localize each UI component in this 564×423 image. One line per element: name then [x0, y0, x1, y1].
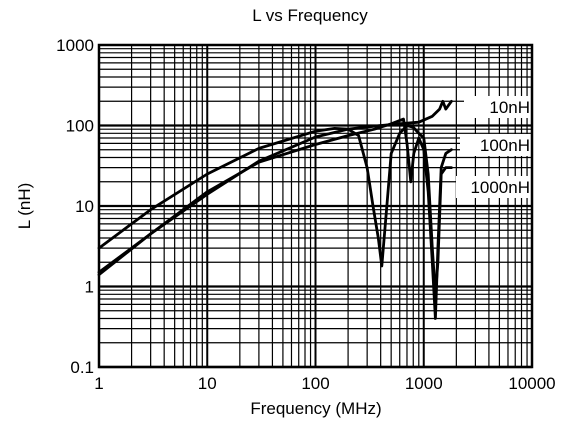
x-tick-label: 10000 [508, 374, 555, 393]
grid [98, 45, 532, 369]
series-label-100nh: 100nH [480, 136, 530, 155]
y-tick-label: 1 [85, 278, 94, 297]
series-labels: 10nH 100nH 1000nH [456, 96, 534, 198]
series-layer [97, 99, 453, 320]
y-tick-label: 1000 [56, 36, 94, 55]
x-tick-label: 1000 [405, 374, 443, 393]
x-tick-label: 1 [94, 374, 103, 393]
series-line-10nh [97, 99, 453, 274]
x-axis-label: Frequency (MHz) [250, 399, 381, 418]
series-label-1000nh: 1000nH [470, 178, 530, 197]
series-label-background [456, 176, 534, 198]
x-tick-label: 100 [301, 374, 329, 393]
y-tick-label: 100 [66, 117, 94, 136]
plot-frame [97, 43, 534, 369]
y-axis-label: L (nH) [15, 183, 34, 230]
y-tick-label: 10 [75, 197, 94, 216]
series-label-background [464, 96, 534, 118]
chart-title: L vs Frequency [252, 6, 368, 25]
y-tick-label: 0.1 [70, 358, 94, 377]
series-label-background [460, 134, 534, 156]
x-tick-label: 10 [198, 374, 217, 393]
series-label-10nh: 10nH [489, 98, 530, 117]
series-line-1000nh [97, 124, 453, 296]
